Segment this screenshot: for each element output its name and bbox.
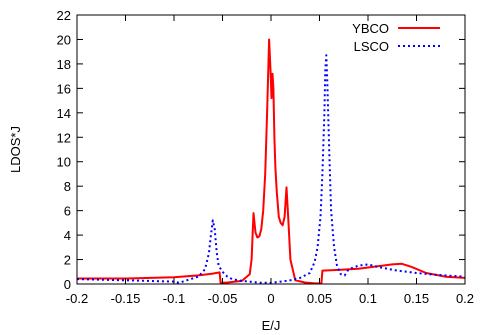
y-tick-label: 2 [64,253,71,268]
x-axis-label: E/J [262,318,281,333]
legend-label-lsco: LSCO [354,39,389,54]
y-tick-label: 0 [64,277,71,292]
y-axis-label: LDOS*J [8,126,23,173]
y-tick-label: 16 [57,81,71,96]
legend: YBCO LSCO [352,21,440,54]
x-tick-label: 0.05 [307,291,332,306]
x-tick-label: 0.15 [404,291,429,306]
x-tick-label: 0.1 [359,291,377,306]
x-tick-label: 0.2 [456,291,474,306]
y-tick-label: 4 [64,228,71,243]
y-tick-label: 12 [57,130,71,145]
x-tick-label: -0.15 [111,291,141,306]
ticks-layer: -0.2 -0.15 -0.1 -0.05 0 0.05 0.1 0.15 0.2 0 2 4 6 8 10… [57,8,475,306]
y-tick-label: 10 [57,155,71,170]
x-tick-label: -0.2 [66,291,88,306]
series-layer [76,38,466,285]
x-tick-label: -0.1 [163,291,185,306]
y-tick-label: 6 [64,204,71,219]
legend-label-ybco: YBCO [352,21,389,36]
y-tick-label: 8 [64,179,71,194]
x-tick-label: 0 [267,291,274,306]
x-tick-label: -0.05 [208,291,238,306]
y-tick-label: 22 [57,8,71,23]
y-tick-label: 18 [57,57,71,72]
series-line-ybco [77,38,466,285]
plot-frame [76,14,466,285]
y-tick-label: 14 [57,106,71,121]
y-tick-label: 20 [57,32,71,47]
